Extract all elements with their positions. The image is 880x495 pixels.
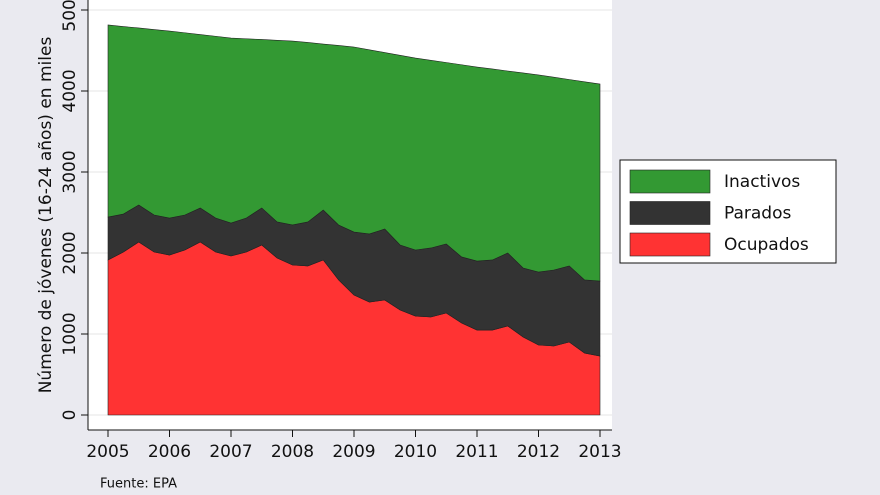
legend-label: Ocupados	[724, 235, 809, 255]
y-tick-label: 0	[60, 410, 80, 421]
y-tick-label: 2000	[60, 231, 80, 274]
y-axis-label: Número de jóvenes (16-24 años) en miles	[36, 37, 56, 394]
y-tick-label: 4000	[60, 69, 80, 112]
legend-swatch	[629, 232, 711, 257]
y-tick-label: 1000	[60, 312, 80, 355]
legend-label: Inactivos	[724, 172, 800, 192]
x-tick-label: 2010	[394, 442, 437, 462]
x-tick-label: 2006	[148, 442, 191, 462]
x-tick-label: 2008	[271, 442, 314, 462]
x-tick-label: 2009	[332, 442, 375, 462]
x-tick-label: 2013	[578, 442, 621, 462]
legend-label: Parados	[724, 204, 792, 224]
source: Fuente: EPA	[100, 477, 177, 492]
y-tick-label: 3000	[60, 150, 80, 193]
x-tick-label: 2012	[517, 442, 560, 462]
area	[107, 24, 601, 282]
legend-swatch	[629, 169, 711, 194]
x-tick-label: 2005	[86, 442, 129, 462]
y-tick-label: 5000	[60, 0, 80, 32]
legend-swatch	[629, 201, 711, 225]
x-tick-label: 2007	[209, 442, 252, 462]
x-tick-label: 2011	[455, 442, 498, 462]
